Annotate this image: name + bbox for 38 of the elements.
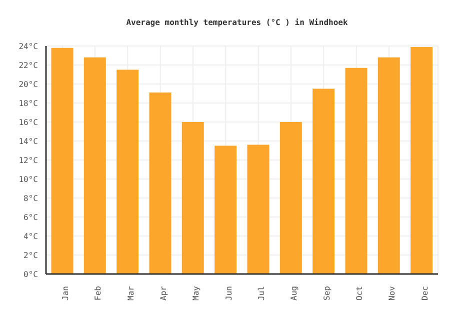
chart-title: Average monthly temperatures (°C ) in Windhoek [125, 18, 349, 27]
y-tick-label: 22°C [18, 60, 38, 70]
bar [247, 144, 270, 274]
y-tick-label: 24°C [18, 42, 38, 51]
x-tick-label: Aug [290, 286, 299, 300]
y-tick-label: 18°C [18, 98, 38, 108]
y-tick-label: 8°C [24, 194, 38, 203]
bar [280, 122, 302, 274]
bar [345, 68, 368, 274]
x-tick-label: Oct [355, 286, 364, 300]
x-tick-label: Apr [159, 286, 168, 300]
bar [116, 70, 139, 274]
bar [378, 57, 400, 274]
x-tick-label: Sep [322, 286, 332, 300]
bar [84, 57, 106, 274]
y-tick-label: 0°C [24, 270, 38, 279]
bar [312, 88, 335, 274]
y-tick-label: 20°C [18, 80, 38, 89]
x-tick-label: Nov [388, 286, 397, 300]
y-tick-label: 14°C [18, 136, 38, 146]
x-tick-label: Jul [257, 286, 266, 300]
x-tick-label: May [192, 286, 201, 300]
x-tick-label: Jun [224, 286, 234, 300]
y-tick-label: 6°C [24, 212, 38, 222]
x-tick-label: Feb [94, 286, 103, 300]
bar [51, 48, 74, 274]
bar [410, 46, 433, 274]
bar [214, 146, 237, 274]
bar [149, 92, 172, 274]
bar [182, 122, 204, 274]
x-tick-label: Jan [61, 286, 70, 300]
y-tick-label: 16°C [18, 118, 38, 127]
x-tick-label: Dec [420, 286, 430, 300]
y-tick-label: 2°C [24, 250, 38, 260]
y-tick-label: 10°C [18, 174, 38, 184]
y-tick-label: 12°C [18, 156, 38, 165]
y-tick-label: 4°C [24, 232, 38, 241]
x-tick-label: Mar [126, 286, 136, 300]
